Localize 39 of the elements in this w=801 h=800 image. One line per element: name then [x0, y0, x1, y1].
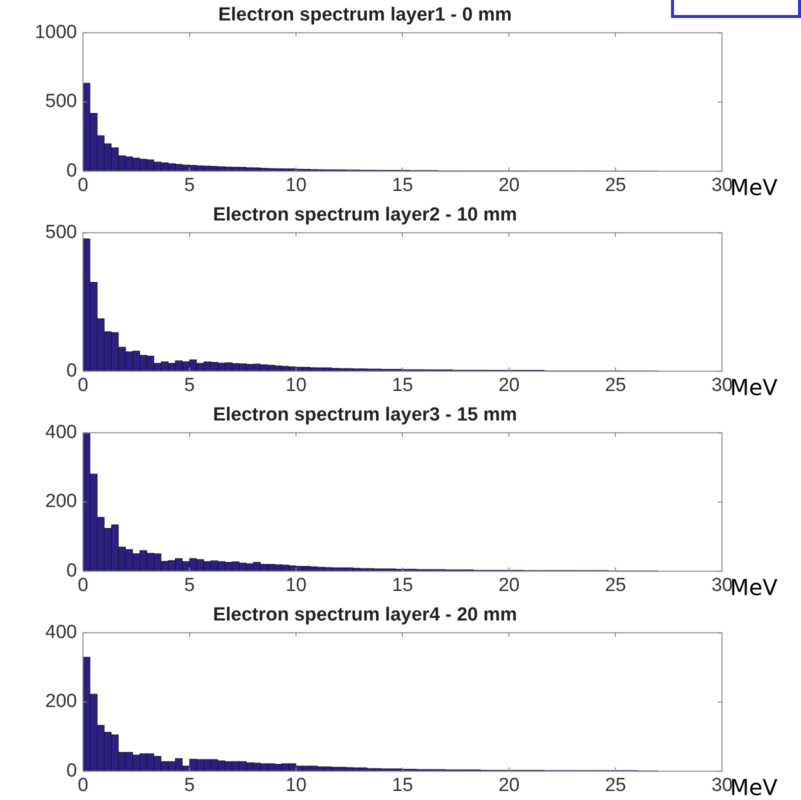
- y-tick-label: 400: [45, 422, 77, 444]
- y-tick-label: 0: [66, 160, 77, 182]
- x-tick-label: 25: [604, 774, 626, 796]
- x-tick-label: 20: [498, 574, 520, 596]
- x-tick-label: 5: [184, 774, 195, 796]
- y-tick-label: 500: [45, 91, 77, 112]
- x-tick-label: 10: [285, 374, 307, 396]
- x-tick-label: 20: [498, 374, 520, 396]
- x-tick-label: 30: [711, 574, 733, 596]
- x-tick-label: 30: [711, 374, 733, 396]
- y-tick-label: 0: [66, 760, 77, 782]
- x-tick-label: 10: [285, 174, 307, 196]
- y-tick-label: 1000: [34, 22, 77, 44]
- chart-title: Electron spectrum layer3 - 15 mm: [212, 404, 518, 426]
- x-tick-label: 25: [604, 574, 626, 596]
- x-tick-label: 15: [392, 774, 414, 796]
- x-tick-label: 5: [184, 374, 195, 396]
- x-tick-label: 30: [711, 174, 733, 196]
- chart-title: Electron spectrum layer2 - 10 mm: [212, 204, 518, 226]
- x-tick-label: 5: [184, 574, 195, 596]
- y-tick-label: 500: [45, 222, 77, 244]
- x-tick-label: 15: [392, 574, 414, 596]
- x-tick-label: 20: [498, 174, 520, 196]
- y-tick-label: 200: [45, 691, 77, 712]
- y-tick-label: 0: [66, 360, 77, 382]
- x-tick-label: 30: [711, 774, 733, 796]
- chart-title: Electron spectrum layer1 - 0 mm: [218, 4, 512, 26]
- x-tick-label: 10: [285, 574, 307, 596]
- y-tick-label: 400: [45, 622, 77, 644]
- x-tick-label: 25: [604, 374, 626, 396]
- x-tick-label: 5: [184, 174, 195, 196]
- x-tick-label: 25: [604, 174, 626, 196]
- y-tick-label: 0: [66, 560, 77, 582]
- x-tick-label: 10: [285, 774, 307, 796]
- y-tick-label: 200: [45, 491, 77, 512]
- x-tick-label: 15: [392, 174, 414, 196]
- chart-title: Electron spectrum layer4 - 20 mm: [212, 604, 518, 626]
- x-tick-label: 15: [392, 374, 414, 396]
- x-tick-label: 20: [498, 774, 520, 796]
